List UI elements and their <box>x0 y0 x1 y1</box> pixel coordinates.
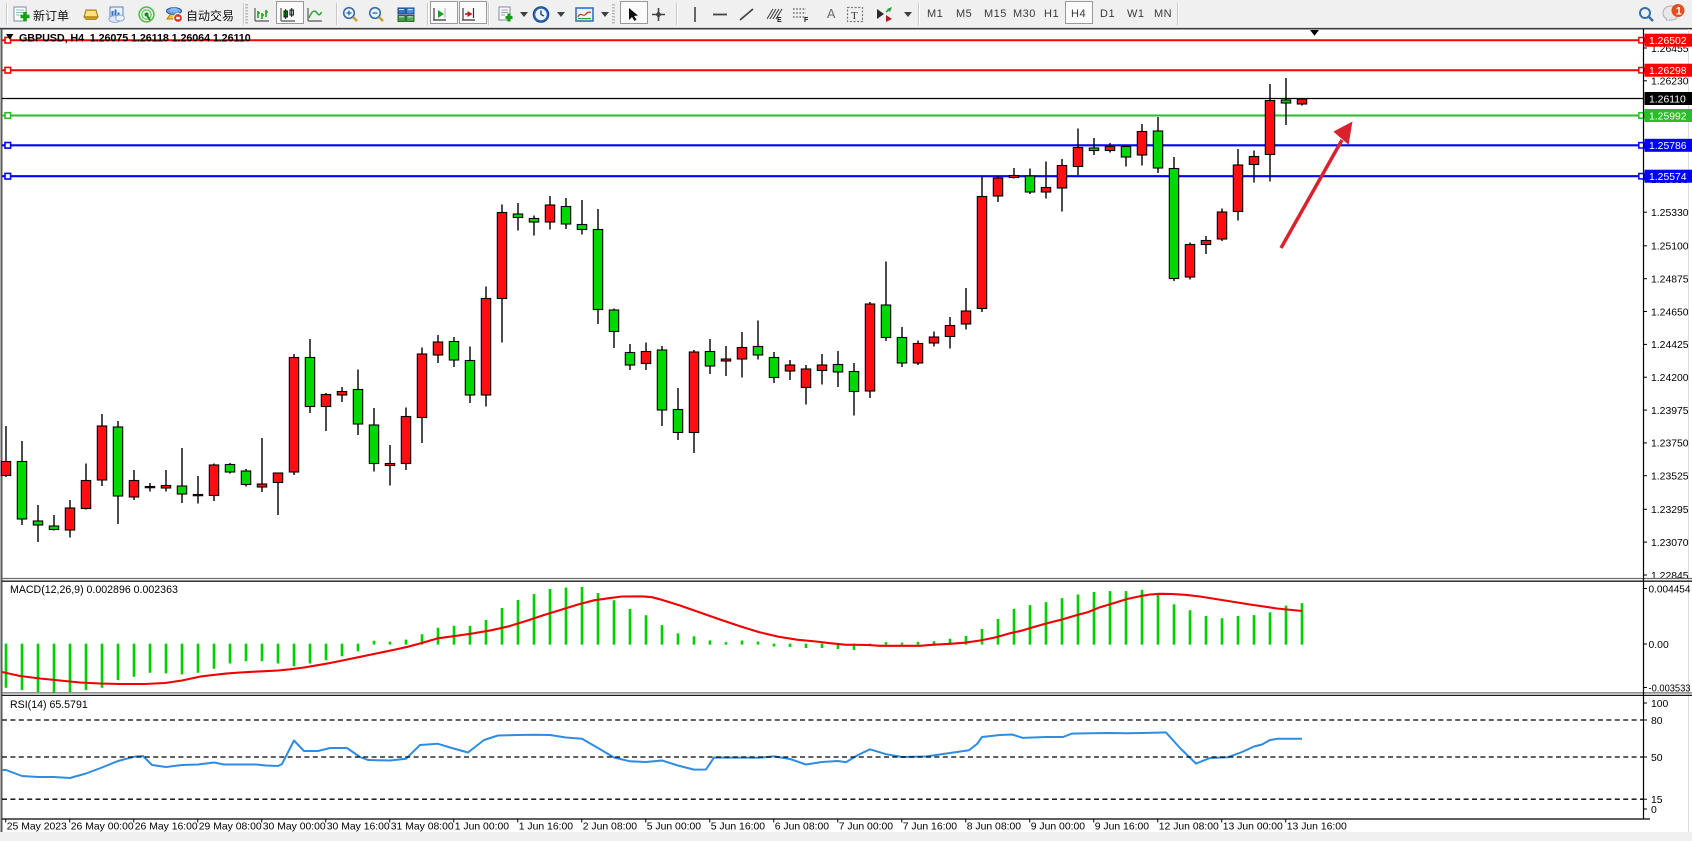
svg-text:1.24425: 1.24425 <box>1651 340 1689 351</box>
svg-text:E: E <box>777 17 782 23</box>
svg-text:1.25992: 1.25992 <box>1649 111 1687 122</box>
svg-text:1.23070: 1.23070 <box>1651 538 1689 549</box>
svg-text:1.24875: 1.24875 <box>1651 275 1689 286</box>
svg-text:1 Jun 16:00: 1 Jun 16:00 <box>519 822 574 833</box>
svg-text:31 May 08:00: 31 May 08:00 <box>391 822 454 833</box>
svg-text:7 Jun 00:00: 7 Jun 00:00 <box>839 822 894 833</box>
svg-text:1.22845: 1.22845 <box>1651 571 1689 582</box>
svg-text:9 Jun 16:00: 9 Jun 16:00 <box>1095 822 1150 833</box>
svg-text:1: 1 <box>1676 6 1682 18</box>
svg-text:1.23525: 1.23525 <box>1651 472 1689 483</box>
svg-text:13 Jun 00:00: 13 Jun 00:00 <box>1223 822 1283 833</box>
svg-text:1.24200: 1.24200 <box>1651 373 1689 384</box>
svg-text:0: 0 <box>1651 805 1657 816</box>
svg-text:1.26502: 1.26502 <box>1649 36 1687 47</box>
svg-text:1.26298: 1.26298 <box>1649 66 1687 77</box>
svg-text:-0.003533: -0.003533 <box>1649 683 1691 694</box>
svg-text:80: 80 <box>1651 716 1663 727</box>
svg-text:1.23295: 1.23295 <box>1651 505 1689 516</box>
svg-text:30 May 16:00: 30 May 16:00 <box>327 822 390 833</box>
svg-text:0.004454: 0.004454 <box>1649 584 1691 595</box>
svg-text:29 May 08:00: 29 May 08:00 <box>199 822 262 833</box>
svg-text:1 Jun 00:00: 1 Jun 00:00 <box>455 822 510 833</box>
svg-text:6 Jun 08:00: 6 Jun 08:00 <box>775 822 830 833</box>
svg-text:5 Jun 16:00: 5 Jun 16:00 <box>711 822 766 833</box>
svg-text:F: F <box>804 17 809 23</box>
svg-text:1.26110: 1.26110 <box>1649 94 1686 105</box>
svg-text:0.00: 0.00 <box>1649 640 1669 651</box>
svg-text:8 Jun 08:00: 8 Jun 08:00 <box>967 822 1022 833</box>
svg-text:MACD(12,26,9) 0.002896 0.00236: MACD(12,26,9) 0.002896 0.002363 <box>10 584 178 596</box>
svg-text:1.26455: 1.26455 <box>1651 44 1689 55</box>
svg-text:26 May 00:00: 26 May 00:00 <box>71 822 134 833</box>
svg-text:25 May 2023: 25 May 2023 <box>7 822 67 833</box>
svg-text:GBPUSD, H4 1.26075 1.26118 1.: GBPUSD, H4 1.26075 1.26118 1.26064 1.261… <box>19 33 251 45</box>
svg-text:5 Jun 00:00: 5 Jun 00:00 <box>647 822 702 833</box>
svg-text:1.25100: 1.25100 <box>1651 242 1689 253</box>
svg-text:9 Jun 00:00: 9 Jun 00:00 <box>1031 822 1086 833</box>
svg-text:RSI(14) 65.5791: RSI(14) 65.5791 <box>10 699 88 711</box>
svg-text:1.23975: 1.23975 <box>1651 406 1689 417</box>
svg-text:1.25786: 1.25786 <box>1649 141 1687 152</box>
svg-text:13 Jun 16:00: 13 Jun 16:00 <box>1287 822 1347 833</box>
svg-text:1.24650: 1.24650 <box>1651 307 1689 318</box>
svg-text:26 May 16:00: 26 May 16:00 <box>135 822 198 833</box>
svg-text:1.25574: 1.25574 <box>1649 172 1687 183</box>
svg-text:1.25330: 1.25330 <box>1651 208 1689 219</box>
svg-text:7 Jun 16:00: 7 Jun 16:00 <box>903 822 958 833</box>
svg-text:12 Jun 08:00: 12 Jun 08:00 <box>1159 822 1219 833</box>
svg-text:T: T <box>851 10 858 22</box>
svg-text:100: 100 <box>1651 699 1669 710</box>
svg-text:2 Jun 08:00: 2 Jun 08:00 <box>583 822 638 833</box>
svg-text:15: 15 <box>1651 795 1663 806</box>
svg-text:30 May 00:00: 30 May 00:00 <box>263 822 326 833</box>
svg-text:1.26230: 1.26230 <box>1651 77 1689 88</box>
svg-text:50: 50 <box>1651 753 1663 764</box>
svg-text:1.23750: 1.23750 <box>1651 439 1689 450</box>
